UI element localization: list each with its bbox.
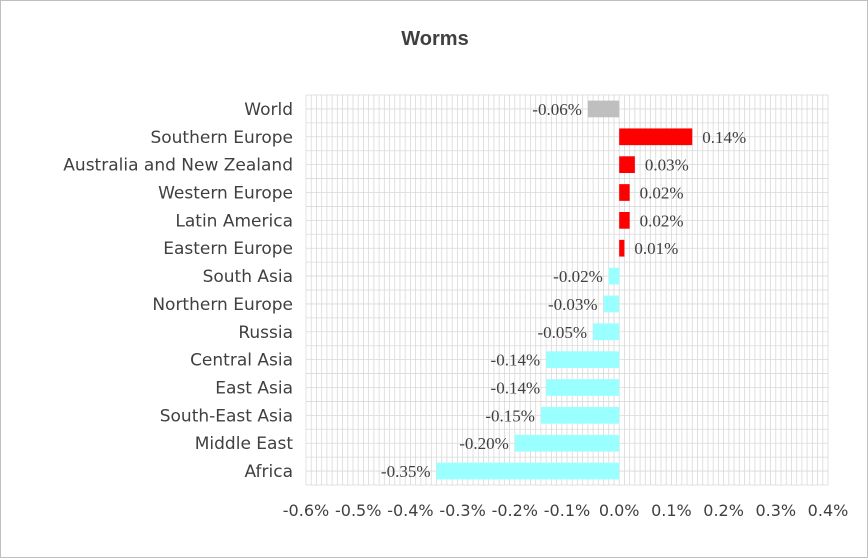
x-tick-label: -0.3% bbox=[439, 501, 485, 520]
data-labels: -0.06% 0.14% 0.03% 0.02% 0.02% 0.01% -0.02% -0.… bbox=[381, 100, 746, 481]
data-label: 0.02% bbox=[640, 211, 684, 230]
x-tick-label: -0.4% bbox=[387, 501, 433, 520]
category-label: East Asia bbox=[215, 379, 293, 399]
category-label: Central Asia bbox=[190, 351, 293, 371]
data-label: 0.02% bbox=[640, 184, 684, 203]
bar bbox=[608, 267, 620, 285]
category-label: Africa bbox=[245, 462, 294, 482]
bar bbox=[514, 434, 620, 452]
category-label: Latin America bbox=[175, 211, 293, 231]
data-label: -0.14% bbox=[491, 379, 541, 398]
bar bbox=[619, 184, 630, 201]
bar bbox=[619, 128, 693, 146]
x-tick-label: -0.6% bbox=[283, 501, 329, 520]
data-label: -0.05% bbox=[538, 323, 588, 342]
data-label: 0.01% bbox=[634, 239, 678, 258]
x-tick-label: 0.4% bbox=[808, 501, 849, 520]
x-tick-label: -0.2% bbox=[492, 501, 538, 520]
data-label: -0.02% bbox=[553, 267, 603, 286]
category-label: South Asia bbox=[203, 267, 293, 287]
bar bbox=[546, 379, 620, 396]
x-tick-label: 0.2% bbox=[703, 501, 744, 520]
x-tick-label: 0.1% bbox=[651, 501, 692, 520]
bar bbox=[540, 407, 620, 424]
category-label: Northern Europe bbox=[152, 295, 293, 315]
data-label: -0.14% bbox=[491, 351, 541, 370]
bars bbox=[436, 100, 693, 480]
category-labels: World Southern Europe Australia and New Ze… bbox=[63, 100, 293, 482]
data-label: -0.35% bbox=[381, 462, 431, 481]
data-label: 0.14% bbox=[702, 128, 746, 147]
bar bbox=[619, 156, 635, 173]
category-label: Western Europe bbox=[158, 184, 293, 204]
x-tick-label: -0.1% bbox=[544, 501, 590, 520]
bar bbox=[546, 351, 620, 368]
data-label: -0.06% bbox=[532, 100, 582, 119]
category-label: South-East Asia bbox=[160, 406, 293, 426]
data-label: -0.03% bbox=[548, 295, 598, 314]
bar bbox=[587, 100, 620, 118]
x-tick-label: 0.0% bbox=[599, 501, 640, 520]
grid-lines bbox=[305, 94, 829, 486]
category-label: Southern Europe bbox=[150, 128, 293, 148]
data-label: -0.15% bbox=[485, 406, 535, 425]
x-tick-label: -0.5% bbox=[335, 501, 381, 520]
category-label: Middle East bbox=[195, 434, 294, 454]
bar bbox=[619, 212, 630, 229]
category-label: Russia bbox=[238, 323, 293, 343]
x-tick-labels: -0.6% -0.5% -0.4% -0.3% -0.2% -0.1% 0.0% 0.1% 0.… bbox=[283, 501, 849, 520]
bar bbox=[436, 462, 620, 480]
data-label: -0.20% bbox=[459, 434, 509, 453]
bar bbox=[619, 239, 625, 257]
data-label: 0.03% bbox=[645, 156, 689, 175]
x-tick-label: 0.3% bbox=[755, 501, 796, 520]
category-label: World bbox=[244, 100, 293, 120]
category-label: Eastern Europe bbox=[163, 239, 293, 259]
bar bbox=[593, 323, 620, 341]
category-label: Australia and New Zealand bbox=[63, 156, 293, 176]
bar bbox=[603, 295, 620, 313]
chart-title: Worms bbox=[401, 28, 469, 50]
